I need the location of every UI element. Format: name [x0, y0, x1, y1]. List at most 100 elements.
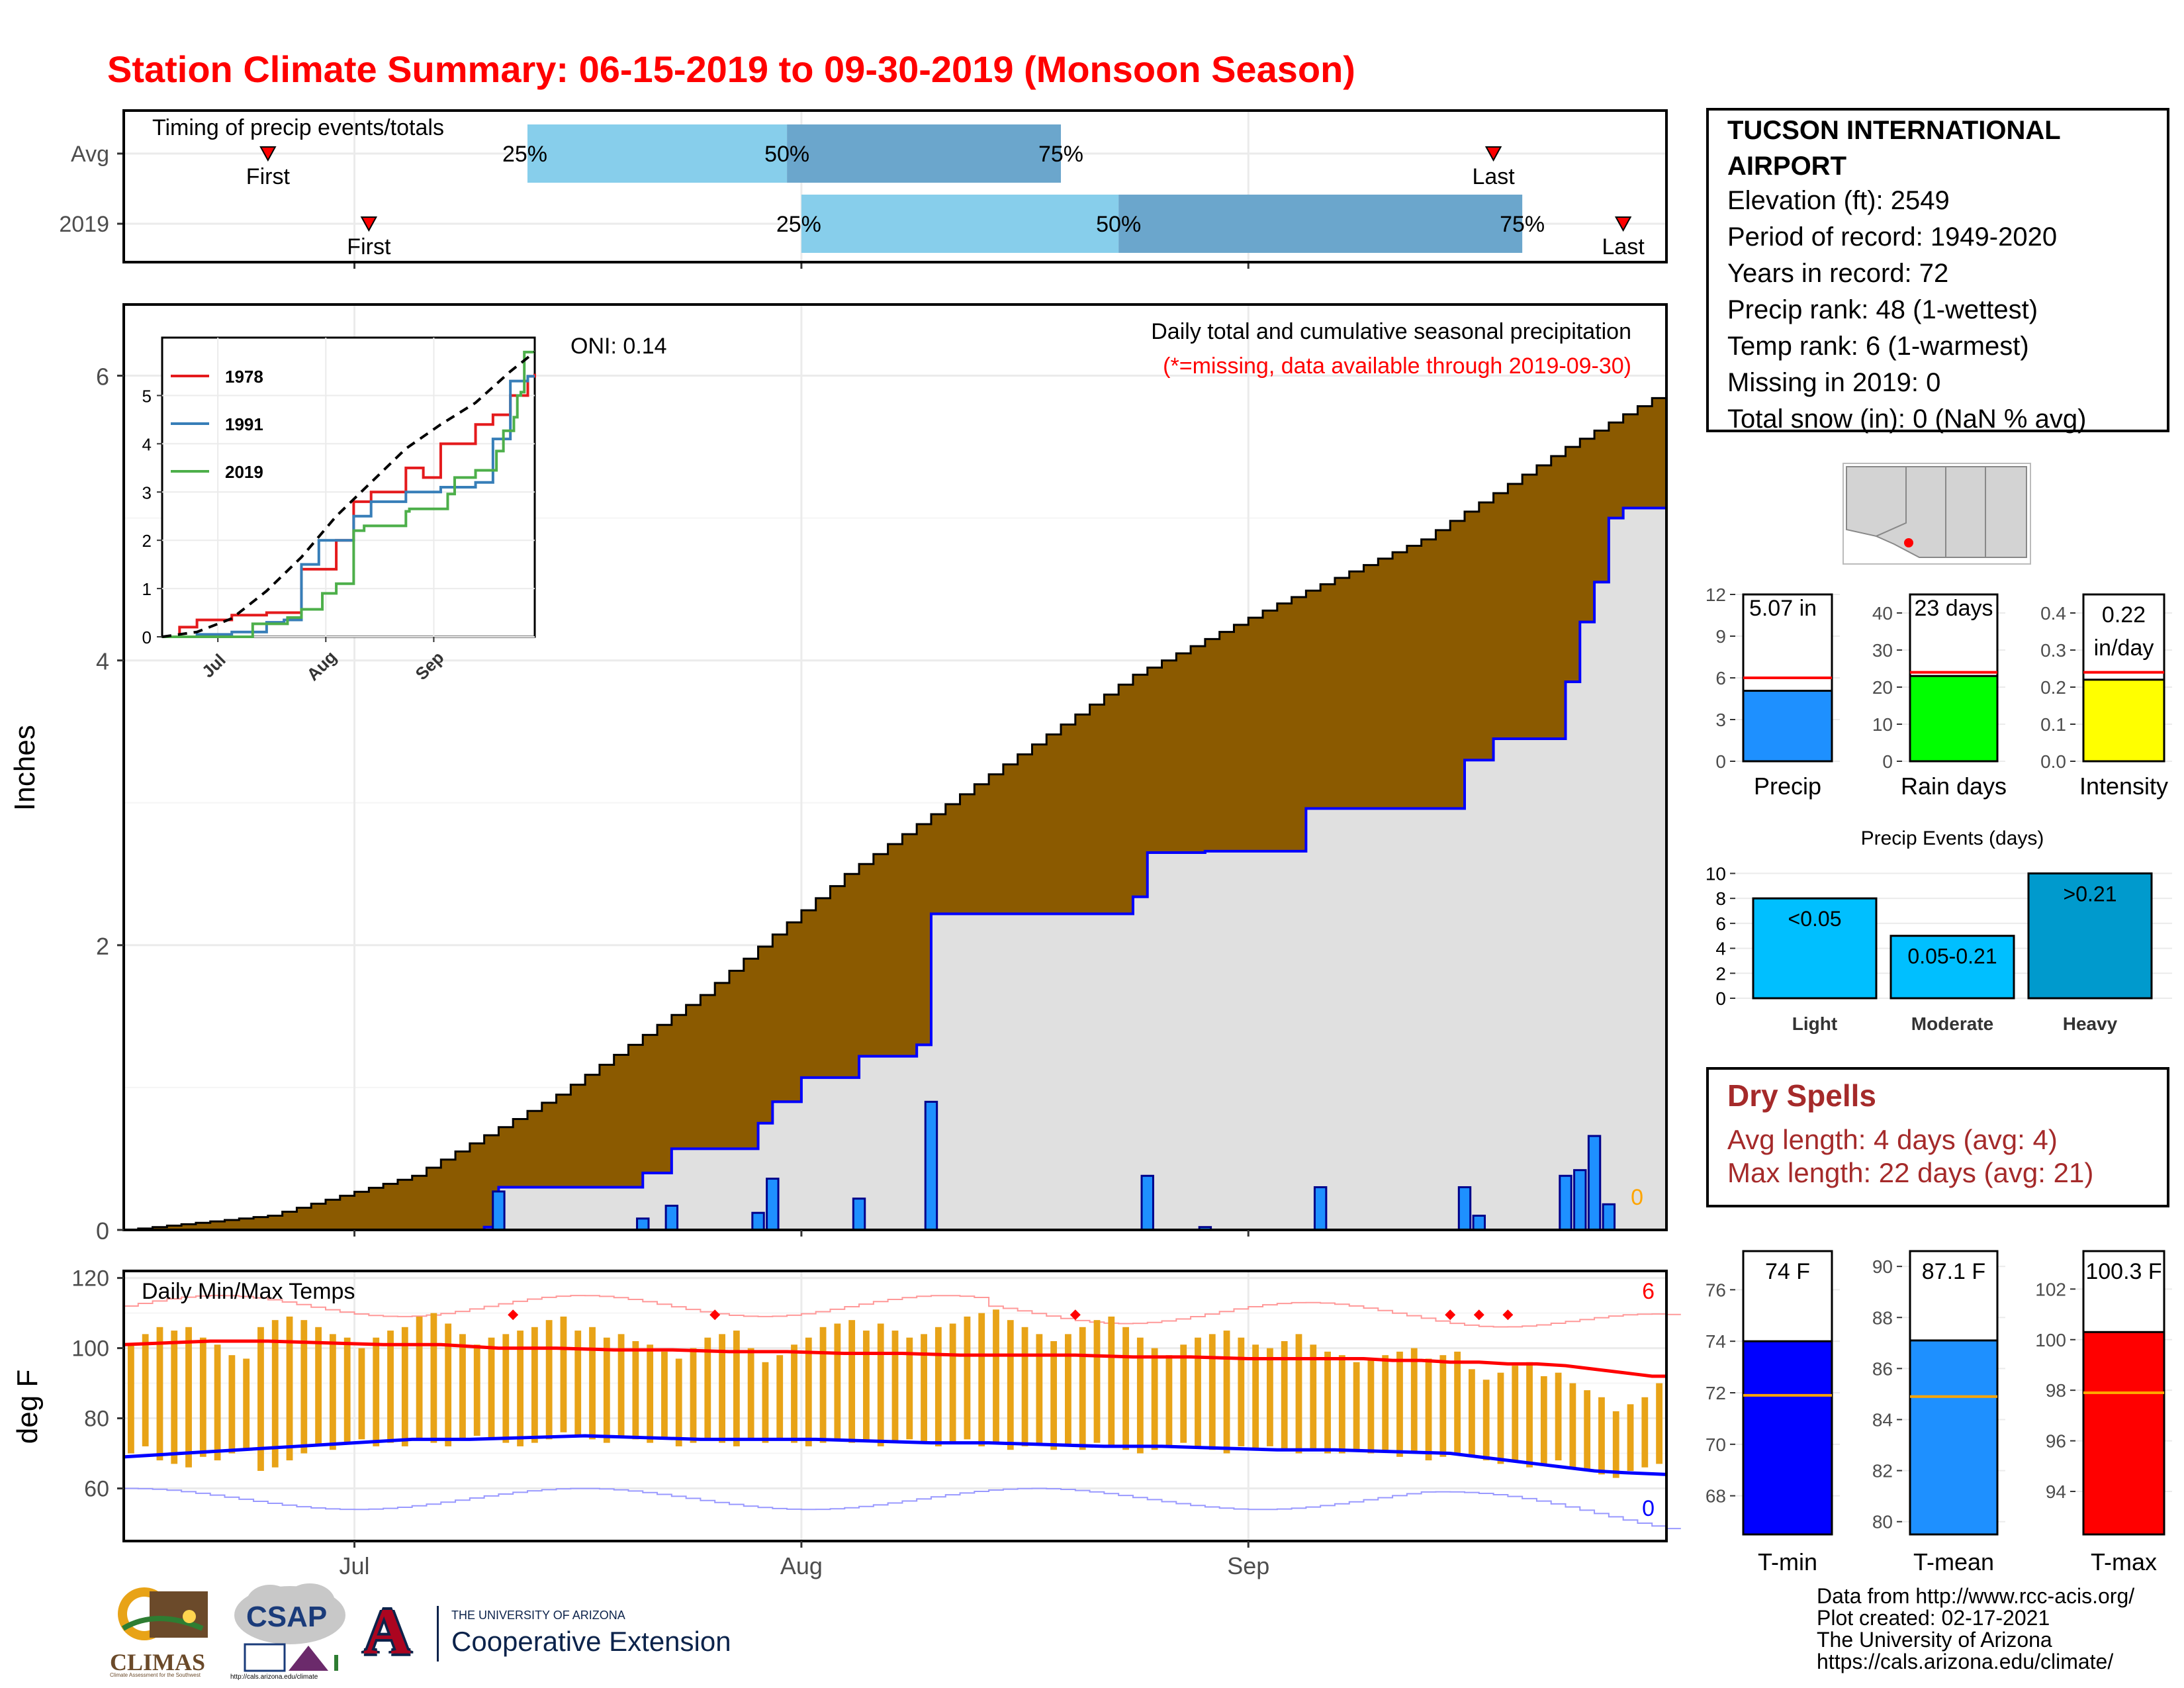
timing-q25-q50-bar: [527, 124, 788, 183]
daily-temp-bar: [1007, 1320, 1014, 1450]
mini-bar-rain-days: [1909, 675, 1999, 763]
daily-temp-bar: [1584, 1390, 1591, 1472]
events-ytick-label: 4: [1715, 939, 1726, 959]
inset-legend-label: 1978: [225, 367, 263, 387]
mini-intensity-unit: in/day: [2094, 635, 2154, 661]
daily-temp-bar: [1281, 1340, 1288, 1450]
daily-temp-bar: [1136, 1337, 1144, 1454]
obs-cumulative-area: [124, 508, 1666, 1230]
daily-temp-bar: [243, 1358, 250, 1450]
daily-temp-bar: [661, 1351, 668, 1440]
record-high-marker: [1502, 1309, 1514, 1321]
tsum-value-label: 74 F: [1765, 1259, 1810, 1284]
daily-temp-bar: [1310, 1344, 1317, 1450]
temp-ytick-label: 80: [84, 1407, 109, 1432]
mini-ytick-label: 9: [1715, 626, 1726, 647]
record-high-count: 6: [1642, 1279, 1655, 1304]
daily-temp-bar: [704, 1337, 711, 1440]
events-ytick-label: 2: [1715, 963, 1726, 984]
daily-temp-bar: [185, 1327, 192, 1468]
tsum-value-label: 100.3 F: [2085, 1259, 2161, 1284]
daily-temp-bar: [747, 1348, 754, 1440]
mini-bar-label: Precip: [1754, 773, 1821, 800]
daily-precip-bar: [1587, 1135, 1602, 1231]
daily-temp-bar: [1252, 1344, 1259, 1450]
daily-temp-bar: [733, 1331, 740, 1446]
temp-ytick-label: 100: [71, 1336, 109, 1362]
daily-temp-bar: [286, 1316, 293, 1461]
timing-q50-q75-bar: [1118, 195, 1523, 253]
daily-temp-bar: [762, 1362, 769, 1443]
daily-precip-bar: [766, 1178, 780, 1231]
daily-temp-bar: [560, 1316, 567, 1432]
tsum-ytick-label: 82: [1872, 1461, 1893, 1481]
timing-q50-q75-bar: [787, 124, 1062, 183]
events-bar-light: [1752, 897, 1878, 1000]
daily-temp-bar: [1454, 1351, 1461, 1454]
daily-temp-bar: [690, 1348, 697, 1443]
daily-temp-bar: [502, 1334, 510, 1443]
precip-events-chart: Precip Events (days) 0 2 4 6 8 10 <0.05 Light 0.0…: [1706, 827, 2172, 1034]
daily-temp-bar: [617, 1334, 625, 1436]
mini-ytick-label: 3: [1715, 710, 1726, 730]
daily-temp-bar: [271, 1320, 279, 1468]
footer-source: Data from http://www.rcc-acis.org/: [1817, 1584, 2135, 1608]
climas-text: CLIMAS: [110, 1649, 206, 1675]
daily-temp-bar: [791, 1344, 797, 1443]
tsum-ytick-label: 88: [1872, 1307, 1893, 1328]
daily-temp-bar: [848, 1320, 856, 1443]
inset-legend-label: 1991: [225, 414, 263, 434]
tsum-ytick-label: 76: [1706, 1280, 1726, 1300]
daily-precip-bar: [492, 1190, 506, 1231]
climas-logo: CLIMAS Climate Assessment for the Southw…: [110, 1582, 216, 1681]
daily-temp-bar: [343, 1337, 351, 1443]
main-chart-note: (*=missing, data available through 2019-…: [1163, 353, 1631, 379]
timing-last-marker: [1614, 216, 1632, 232]
mini-bar-intensity: [2082, 679, 2165, 763]
daily-temp-bar: [1223, 1331, 1230, 1454]
record-high-marker: [1473, 1309, 1484, 1321]
csap-cloud-icon: [234, 1583, 345, 1672]
tsum-ytick-label: 72: [1706, 1383, 1726, 1403]
mini-precip-value: 5.07 in: [1749, 596, 1817, 621]
record-low-line: [124, 1487, 1681, 1530]
events-category-label: Moderate: [1911, 1013, 1993, 1034]
temp-xtick-label: Sep: [1227, 1552, 1269, 1579]
timing-q25-q50-bar: [801, 195, 1119, 253]
inset-ytick-label: 0: [142, 628, 152, 647]
tsum-ytick-label: 90: [1872, 1256, 1893, 1277]
climas-subtext: Climate Assessment for the Southwest: [110, 1672, 201, 1678]
tsum-ytick-label: 102: [2035, 1279, 2066, 1299]
mini-intensity-value: 0.22: [2102, 602, 2146, 628]
daily-precip-bar: [751, 1211, 765, 1231]
daily-temp-bar: [214, 1344, 221, 1461]
tsum-bar-t-mean: [1909, 1339, 1999, 1536]
inset-ytick-label: 5: [142, 386, 152, 406]
inset-series-1991: [162, 375, 535, 638]
mini-ytick-label: 20: [1872, 677, 1893, 698]
ua-logo: A THE UNIVERSITY OF ARIZONA Cooperative …: [357, 1599, 754, 1668]
daily-temp-bar: [300, 1320, 308, 1454]
daily-temp-bar: [257, 1327, 264, 1472]
daily-precip-bar: [1313, 1186, 1328, 1231]
events-bar-threshold: >0.21: [2064, 882, 2117, 906]
tsum-bar-label: T-mean: [1913, 1548, 1994, 1575]
climas-emblem-icon: [118, 1587, 208, 1640]
timing-row-label: 2019: [59, 212, 109, 237]
station-name-line2: AIRPORT: [1727, 152, 1846, 181]
daily-precip-bar: [1472, 1214, 1486, 1231]
precip-summary-bars: 0 3 6 9 12 Precip 0 10 20 30 40 Rain days 0.0 0.1 0.2 0…: [1706, 585, 2172, 800]
daily-temp-bar: [545, 1320, 553, 1440]
record-high-marker: [709, 1309, 721, 1321]
daily-temp-bar: [863, 1331, 870, 1440]
daily-precip-bar: [1559, 1174, 1572, 1231]
daily-temp-bar: [329, 1334, 336, 1450]
main-plot-frame: [122, 303, 1668, 1231]
daily-temp-bar: [1540, 1376, 1547, 1464]
daily-temp-bar: [675, 1358, 682, 1446]
daily-temp-bar: [127, 1344, 134, 1454]
main-ytick-label: 2: [96, 933, 109, 960]
daily-temp-bar: [373, 1337, 380, 1446]
timing-label: Timing of precip events/totals: [152, 115, 444, 140]
